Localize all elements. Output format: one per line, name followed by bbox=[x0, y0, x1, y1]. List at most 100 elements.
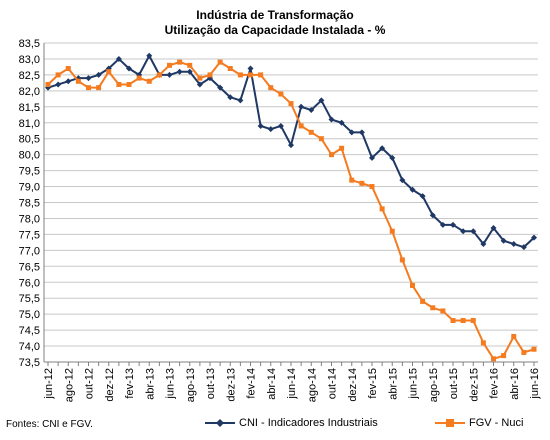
data-point-fgv bbox=[420, 298, 426, 304]
data-point-fgv bbox=[126, 81, 132, 87]
legend-fgv-label: FGV - Nuci bbox=[469, 417, 524, 429]
data-point-fgv bbox=[86, 85, 91, 91]
data-point-fgv bbox=[430, 305, 436, 311]
data-point-cni bbox=[490, 225, 497, 232]
data-point-fgv bbox=[470, 318, 476, 324]
x-tick-label: fev-13 bbox=[124, 368, 136, 399]
x-tick-label: jun-14 bbox=[286, 368, 298, 400]
data-point-fgv bbox=[480, 340, 486, 346]
y-tick-label: 73,5 bbox=[19, 357, 40, 369]
x-tick-label: out-15 bbox=[448, 368, 460, 399]
data-point-fgv bbox=[45, 81, 51, 87]
y-tick-label: 79,5 bbox=[19, 166, 40, 178]
data-point-cni bbox=[369, 154, 375, 161]
y-tick-label: 83,5 bbox=[19, 38, 40, 50]
x-tick-label: jun-12 bbox=[43, 368, 55, 400]
data-point-cni bbox=[480, 240, 487, 247]
data-point-cni bbox=[358, 129, 365, 136]
data-point-fgv bbox=[349, 177, 355, 183]
data-point-fgv bbox=[248, 72, 253, 78]
data-point-cni bbox=[176, 68, 183, 75]
data-point-fgv bbox=[288, 101, 294, 107]
data-point-fgv bbox=[177, 59, 183, 65]
x-tick-label: ago-15 bbox=[428, 368, 440, 402]
data-point-fgv bbox=[369, 184, 375, 190]
chart-title: Indústria de Transformação bbox=[196, 8, 354, 22]
y-tick-label: 79,0 bbox=[19, 182, 40, 194]
legend-fgv-swatch bbox=[435, 419, 465, 427]
x-tick-label: out-13 bbox=[205, 368, 217, 399]
data-point-cni bbox=[328, 116, 335, 123]
y-tick-label: 80,0 bbox=[19, 150, 40, 162]
data-point-cni bbox=[217, 84, 224, 91]
y-tick-label: 83,0 bbox=[19, 54, 40, 66]
data-point-cni bbox=[338, 119, 345, 126]
y-tick-label: 75,5 bbox=[19, 293, 40, 305]
legend-cni-label: CNI - Indicadores Industriais bbox=[239, 417, 378, 429]
y-tick-label: 81,0 bbox=[19, 118, 40, 130]
x-tick-label: jun-15 bbox=[408, 368, 420, 400]
y-tick-label: 74,5 bbox=[19, 325, 40, 337]
data-point-cni bbox=[227, 94, 234, 101]
y-tick-label: 78,0 bbox=[19, 213, 40, 225]
data-point-cni bbox=[277, 122, 284, 129]
data-point-fgv bbox=[55, 72, 61, 78]
legend-item-fgv: FGV - Nuci bbox=[435, 417, 523, 429]
data-point-cni bbox=[247, 65, 254, 72]
data-point-fgv bbox=[389, 228, 395, 234]
data-point-cni bbox=[429, 212, 436, 219]
data-point-cni bbox=[460, 228, 467, 235]
x-tick-label: dez-12 bbox=[104, 368, 116, 402]
source-note: Fontes: CNI e FGV. bbox=[6, 419, 93, 430]
data-point-cni bbox=[419, 193, 426, 200]
data-point-fgv bbox=[258, 72, 264, 78]
x-tick-label: abr-13 bbox=[144, 368, 156, 400]
data-point-cni bbox=[298, 103, 305, 110]
x-tick-label: abr-16 bbox=[509, 368, 521, 400]
data-point-cni bbox=[237, 97, 244, 104]
data-point-cni bbox=[510, 240, 517, 247]
data-point-cni bbox=[65, 78, 72, 85]
data-point-cni bbox=[500, 237, 507, 244]
data-point-cni bbox=[257, 122, 264, 129]
x-tick-label: fev-14 bbox=[246, 368, 258, 399]
data-point-fgv bbox=[440, 308, 446, 314]
data-point-fgv bbox=[268, 85, 274, 91]
data-point-fgv bbox=[75, 78, 81, 84]
data-point-fgv bbox=[460, 318, 466, 324]
chart-subtitle: Utilização da Capacidade Instalada - % bbox=[164, 23, 386, 37]
data-point-cni bbox=[166, 71, 173, 78]
data-point-cni bbox=[531, 234, 537, 241]
data-point-cni bbox=[348, 129, 355, 136]
data-point-cni bbox=[267, 126, 274, 133]
data-point-fgv bbox=[227, 66, 233, 72]
data-point-fgv bbox=[501, 353, 507, 359]
x-tick-label: out-14 bbox=[327, 368, 339, 399]
x-tick-label: dez-15 bbox=[468, 368, 480, 402]
data-point-fgv bbox=[521, 349, 527, 355]
data-point-cni bbox=[288, 142, 294, 149]
x-tick-label: jun-16 bbox=[529, 368, 541, 400]
data-point-cni bbox=[520, 244, 527, 251]
data-point-fgv bbox=[96, 85, 102, 91]
data-point-cni bbox=[186, 68, 193, 75]
y-tick-label: 81,5 bbox=[19, 102, 40, 114]
y-tick-label: 77,5 bbox=[19, 229, 40, 241]
data-point-fgv bbox=[318, 136, 324, 142]
data-point-fgv bbox=[146, 78, 152, 84]
data-point-fgv bbox=[298, 123, 304, 129]
x-tick-label: dez-14 bbox=[347, 368, 359, 402]
data-point-fgv bbox=[308, 129, 314, 135]
data-point-fgv bbox=[217, 59, 223, 65]
data-point-cni bbox=[439, 221, 446, 228]
y-tick-label: 76,0 bbox=[19, 277, 40, 289]
data-point-fgv bbox=[278, 91, 284, 97]
data-point-fgv bbox=[237, 72, 243, 78]
data-point-cni bbox=[196, 81, 203, 88]
y-tick-label: 80,5 bbox=[19, 134, 40, 146]
data-point-fgv bbox=[156, 72, 162, 78]
data-point-fgv bbox=[329, 152, 334, 158]
x-tick-label: dez-13 bbox=[225, 368, 237, 402]
x-tick-label: jun-13 bbox=[165, 368, 177, 400]
